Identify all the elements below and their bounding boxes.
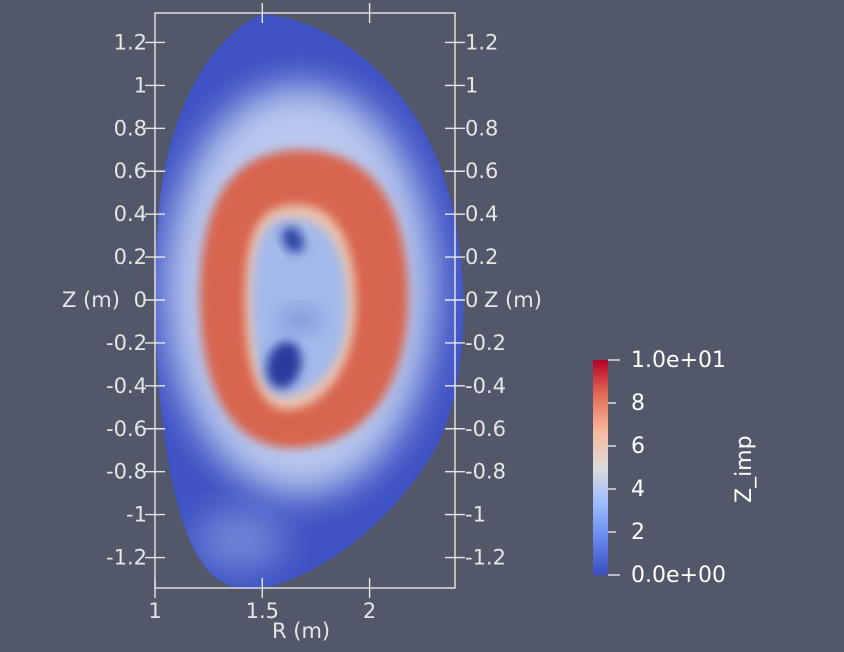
colorbar: 1.0e+01 8 6 4 2 0.0e+00 Z_imp (593, 348, 757, 588)
left-z-tick-label: 0.4 (114, 202, 147, 226)
right-z-tick-label: -0.2 (465, 331, 506, 355)
right-z-tick-label: 0.4 (465, 202, 498, 226)
left-z-tick-label: 0.8 (114, 116, 147, 140)
left-z-tick-label: 1.2 (114, 30, 147, 54)
left-z-tick-label: -0.6 (106, 417, 147, 441)
left-axis-title: Z (m) (62, 288, 120, 312)
x-tick-label: 1 (148, 599, 161, 623)
left-z-tick-label: -0.8 (106, 460, 147, 484)
right-axis-title: Z (m) (484, 288, 542, 312)
colorbar-gradient (593, 360, 608, 575)
colorbar-max-label: 1.0e+01 (631, 348, 726, 373)
left-z-tick-label: 0 (134, 288, 147, 312)
x-axis-title: R (m) (272, 619, 330, 643)
right-z-tick-label: 0.8 (465, 116, 498, 140)
left-z-tick-label: -0.2 (106, 331, 147, 355)
right-z-tick-label: 0.6 (465, 159, 498, 183)
right-z-tick-label: -1 (465, 503, 486, 527)
colorbar-min-label: 0.0e+00 (631, 563, 726, 588)
plasma-cross-section (155, 14, 464, 590)
axis-tick-labels: 1.2 1.2 1 1 0.8 0.8 0.6 0.6 0.4 0.4 0.2 0.2 0 0 -0.2 -0… (106, 30, 506, 623)
left-z-tick-label: -1.2 (106, 546, 147, 570)
right-z-tick-label: -1.2 (465, 546, 506, 570)
right-z-tick-label: 0 (465, 288, 478, 312)
x-tick-label: 1.5 (246, 599, 279, 623)
right-z-tick-label: -0.6 (465, 417, 506, 441)
colorbar-tick-label: 2 (631, 520, 645, 545)
left-z-tick-label: 0.2 (114, 245, 147, 269)
colorbar-tick-label: 8 (631, 391, 645, 416)
right-z-tick-label: -0.8 (465, 460, 506, 484)
right-z-tick-label: 1.2 (465, 30, 498, 54)
left-z-tick-label: -0.4 (106, 374, 147, 398)
left-z-tick-label: 1 (134, 73, 147, 97)
left-z-tick-label: -1 (126, 503, 147, 527)
colorbar-tick-label: 6 (631, 434, 645, 459)
right-z-tick-label: -0.4 (465, 374, 506, 398)
axis-ticks (145, 3, 465, 598)
colorbar-title: Z_imp (732, 435, 757, 503)
left-z-tick-label: 0.6 (114, 159, 147, 183)
right-z-tick-label: 1 (465, 73, 478, 97)
colorbar-tick-label: 4 (631, 477, 645, 502)
right-z-tick-label: 0.2 (465, 245, 498, 269)
x-tick-label: 2 (363, 599, 376, 623)
